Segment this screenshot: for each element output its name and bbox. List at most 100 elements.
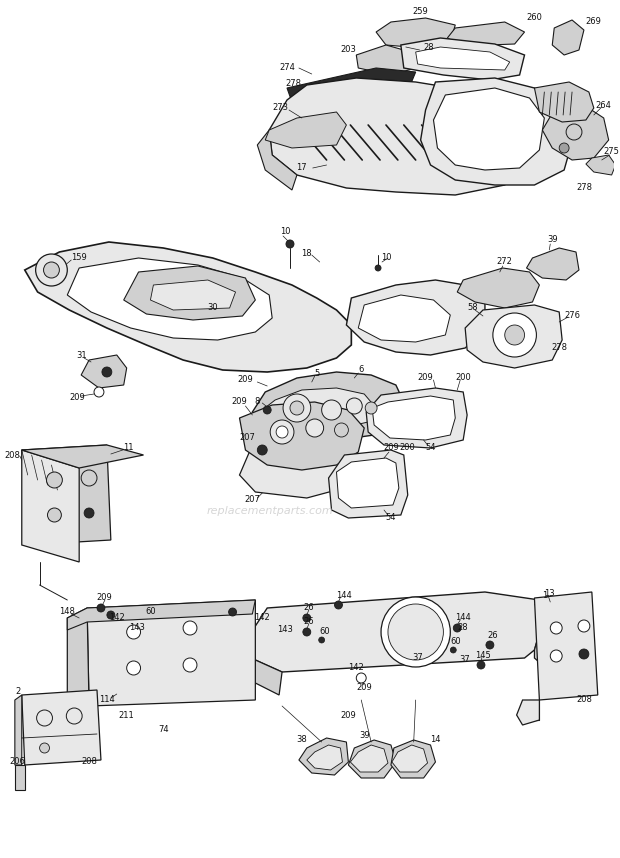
Circle shape: [35, 254, 68, 286]
Text: 260: 260: [526, 14, 542, 22]
Text: 209: 209: [418, 373, 433, 383]
Circle shape: [40, 743, 50, 753]
Text: 145: 145: [475, 650, 491, 660]
Text: 144: 144: [455, 613, 471, 623]
Circle shape: [46, 472, 63, 488]
Circle shape: [290, 401, 304, 415]
Polygon shape: [287, 68, 415, 102]
Circle shape: [84, 508, 94, 518]
Text: 276: 276: [564, 311, 580, 319]
Text: 28: 28: [423, 43, 434, 51]
Text: replacementparts.com: replacementparts.com: [206, 505, 334, 516]
Text: 208: 208: [576, 696, 592, 704]
Text: 5: 5: [314, 368, 319, 378]
Text: 209: 209: [69, 394, 85, 402]
Polygon shape: [329, 450, 408, 518]
Text: 60: 60: [319, 627, 330, 637]
Text: 272: 272: [497, 257, 513, 267]
Circle shape: [559, 143, 569, 153]
Circle shape: [94, 387, 104, 397]
Polygon shape: [87, 600, 255, 706]
Text: 278: 278: [551, 343, 567, 353]
Polygon shape: [239, 438, 345, 498]
Text: 206: 206: [10, 758, 26, 766]
Text: 208: 208: [4, 450, 20, 460]
Circle shape: [270, 420, 294, 444]
Text: 39: 39: [359, 732, 370, 740]
Polygon shape: [542, 105, 609, 160]
Circle shape: [347, 398, 362, 414]
Text: 13: 13: [544, 589, 555, 597]
Text: 143: 143: [128, 624, 144, 632]
Circle shape: [579, 649, 589, 659]
Text: 209: 209: [383, 444, 399, 452]
Text: 60: 60: [450, 637, 461, 646]
Text: 148: 148: [60, 607, 75, 617]
Text: 200: 200: [400, 444, 415, 452]
Polygon shape: [534, 82, 594, 122]
Polygon shape: [15, 765, 25, 790]
Circle shape: [453, 624, 461, 632]
Polygon shape: [457, 268, 539, 308]
Text: 209: 209: [237, 376, 254, 384]
Circle shape: [303, 614, 311, 622]
Text: 275: 275: [604, 148, 619, 156]
Text: 38: 38: [296, 735, 308, 745]
Text: 142: 142: [348, 663, 364, 673]
Text: 203: 203: [340, 45, 356, 55]
Text: 39: 39: [547, 235, 557, 245]
Text: 26: 26: [303, 618, 314, 626]
Polygon shape: [81, 355, 126, 388]
Text: 1: 1: [542, 590, 547, 600]
Polygon shape: [529, 700, 539, 720]
Circle shape: [183, 621, 197, 635]
Polygon shape: [376, 18, 455, 48]
Polygon shape: [22, 450, 79, 562]
Polygon shape: [465, 305, 562, 368]
Text: 209: 209: [340, 710, 356, 720]
Polygon shape: [22, 445, 143, 468]
Polygon shape: [257, 130, 297, 190]
Polygon shape: [552, 20, 584, 55]
Circle shape: [37, 710, 53, 726]
Text: 278: 278: [576, 184, 592, 192]
Polygon shape: [391, 740, 435, 778]
Text: 207: 207: [244, 496, 260, 505]
Polygon shape: [337, 458, 399, 508]
Polygon shape: [15, 695, 22, 765]
Circle shape: [81, 470, 97, 486]
Circle shape: [126, 625, 141, 639]
Circle shape: [365, 402, 377, 414]
Text: 26: 26: [487, 631, 498, 639]
Circle shape: [486, 641, 494, 649]
Circle shape: [126, 661, 141, 675]
Text: 208: 208: [81, 758, 97, 766]
Circle shape: [319, 637, 325, 643]
Circle shape: [257, 445, 267, 455]
Polygon shape: [366, 388, 467, 448]
Polygon shape: [239, 635, 282, 695]
Polygon shape: [433, 88, 544, 170]
Circle shape: [477, 661, 485, 669]
Circle shape: [322, 400, 342, 420]
Circle shape: [578, 620, 590, 632]
Text: 6: 6: [358, 366, 364, 374]
Polygon shape: [401, 38, 525, 80]
Circle shape: [450, 647, 456, 653]
Text: 37: 37: [412, 654, 423, 662]
Circle shape: [375, 265, 381, 271]
Circle shape: [335, 601, 342, 609]
Text: 26: 26: [303, 603, 314, 613]
Text: 54: 54: [386, 513, 396, 523]
Circle shape: [356, 673, 366, 683]
Polygon shape: [358, 295, 450, 342]
Text: 207: 207: [239, 433, 255, 443]
Text: 31: 31: [76, 351, 86, 360]
Circle shape: [43, 262, 60, 278]
Polygon shape: [22, 445, 111, 545]
Polygon shape: [68, 600, 255, 630]
Circle shape: [566, 124, 582, 140]
Text: 142: 142: [254, 613, 270, 623]
Text: 10: 10: [280, 227, 290, 237]
Polygon shape: [265, 112, 347, 148]
